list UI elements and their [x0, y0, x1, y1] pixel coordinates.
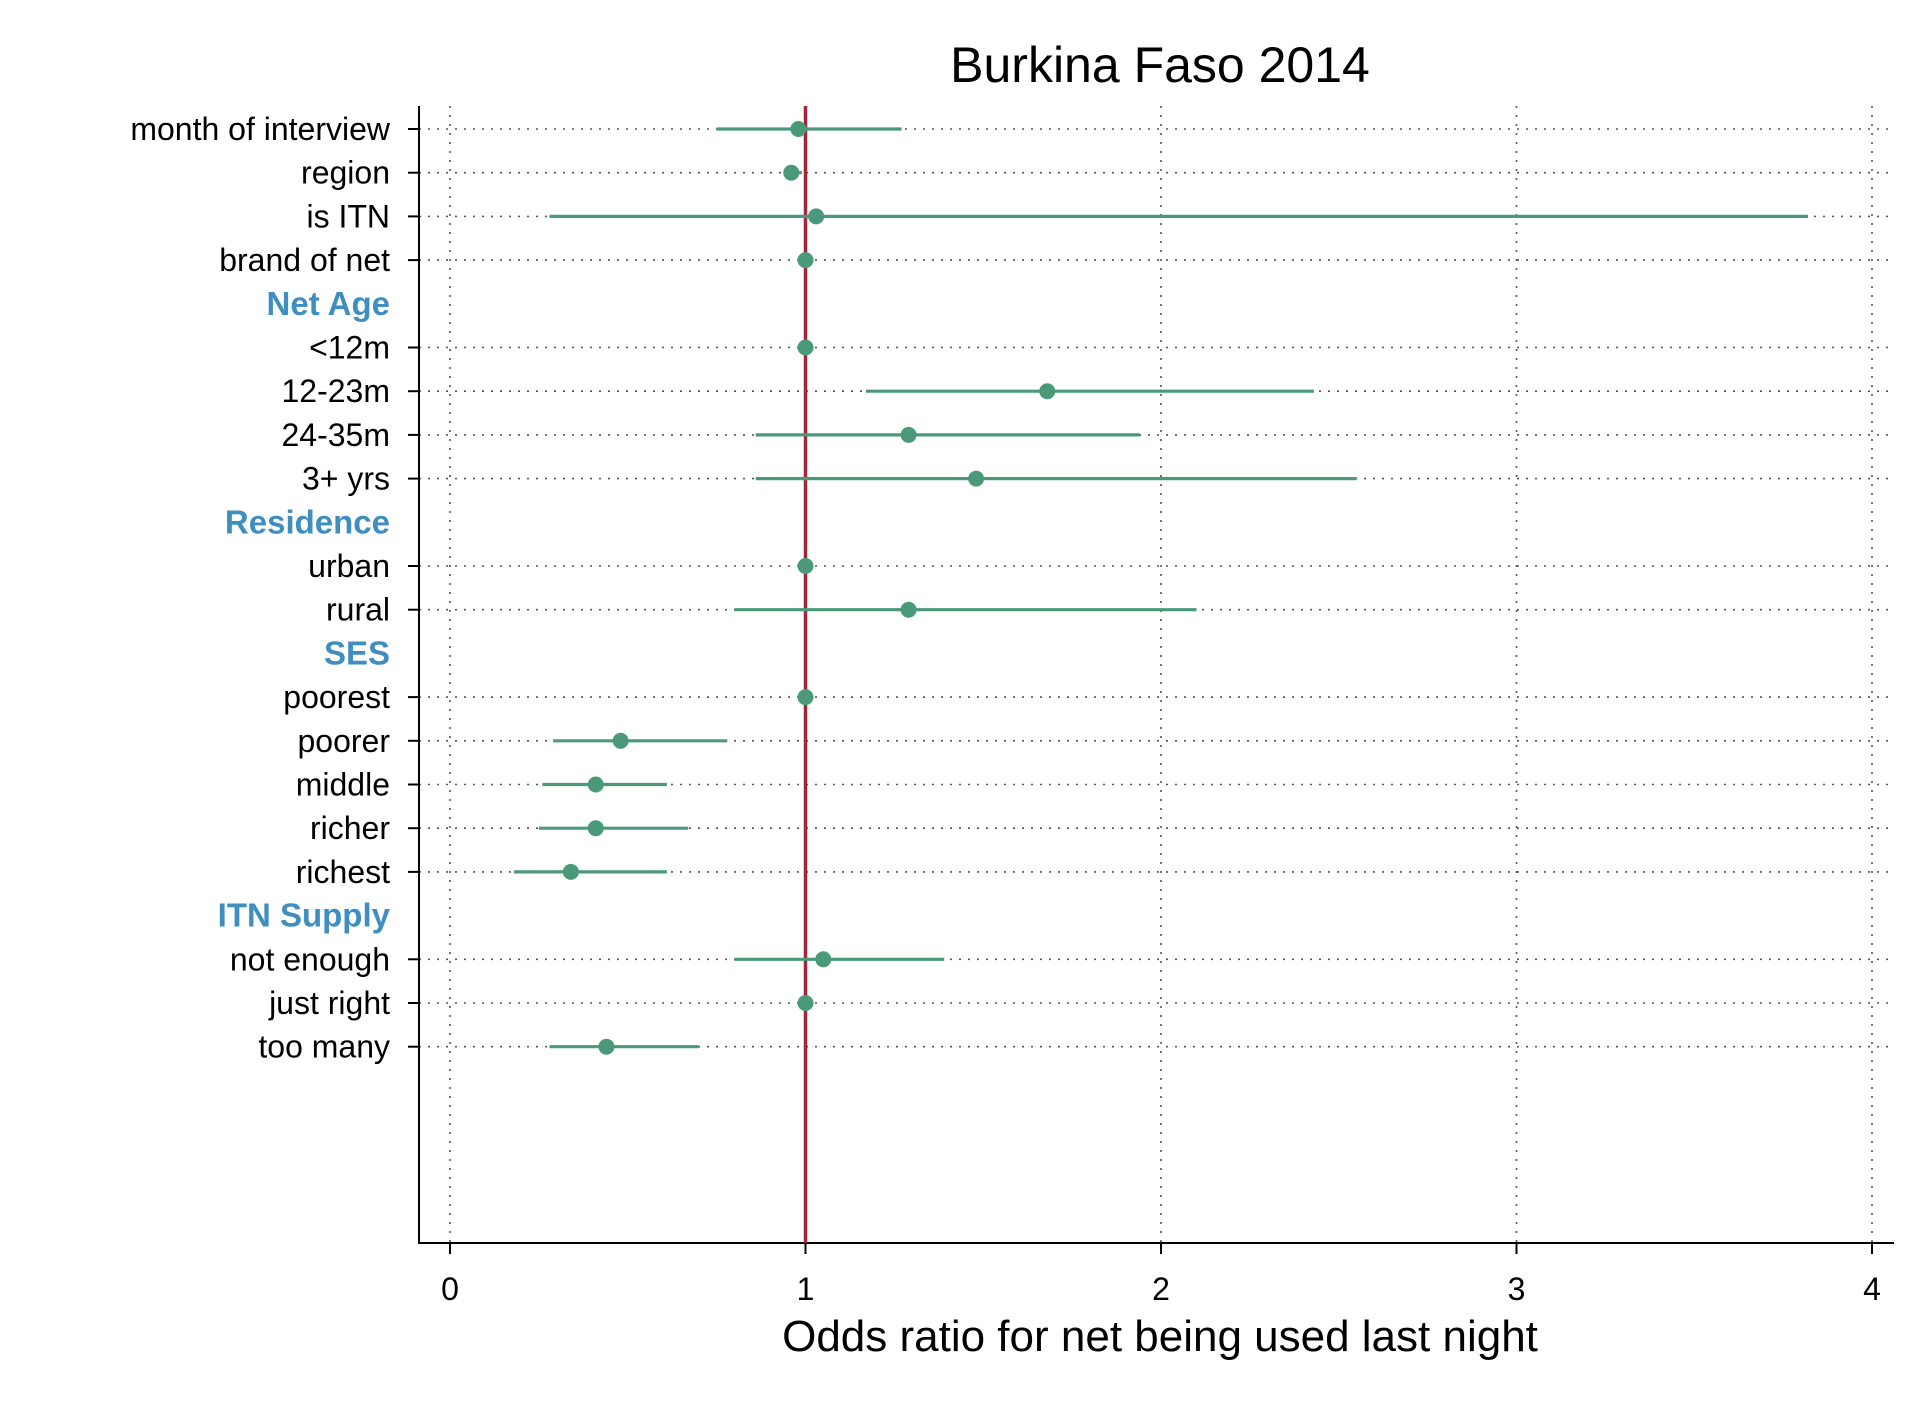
- row-label-month-of-interview: month of interview: [130, 111, 391, 147]
- estimate-point-too-many: [598, 1038, 615, 1055]
- estimate-point-middle: [587, 776, 604, 793]
- x-ticks: 0 1 2 3 4: [441, 1243, 1881, 1307]
- row-label-richest: richest: [296, 854, 390, 890]
- group-label: SES: [324, 634, 390, 671]
- estimate-point-just-right: [797, 995, 814, 1011]
- estimate-point-brand-of-net: [797, 252, 814, 269]
- group-label: Residence: [225, 503, 390, 540]
- row-label-too-many: too many: [258, 1029, 390, 1065]
- group-label: ITN Supply: [218, 897, 391, 934]
- estimate-point-poorer: [612, 732, 629, 749]
- row-label-richer: richer: [310, 810, 390, 846]
- row-label-is-itn: is ITN: [306, 198, 390, 234]
- estimate-point-richest: [562, 863, 579, 880]
- estimate-point-month-of-interview: [790, 121, 807, 137]
- row-label-24-35m: 24-35m: [282, 417, 391, 453]
- x-axis-title: Odds ratio for net being used last night: [782, 1312, 1538, 1361]
- row-label-middle: middle: [296, 767, 390, 803]
- estimate-point-12-23m: [1039, 383, 1056, 400]
- x-tick-label-4: 4: [1863, 1271, 1881, 1307]
- estimate-point-rural: [900, 601, 917, 618]
- grid-layer: [419, 106, 1894, 1243]
- estimate-point-3-yrs: [968, 470, 985, 487]
- estimate-point-richer: [587, 820, 604, 837]
- estimate-point-poorest: [797, 689, 814, 706]
- chart-title: Burkina Faso 2014: [950, 37, 1370, 93]
- row-label-region: region: [301, 155, 390, 191]
- estimate-point-region: [783, 164, 800, 181]
- estimate-point-24-35m: [900, 426, 917, 443]
- row-label-12-23m: 12-23m: [282, 373, 391, 409]
- row-label-poorer: poorer: [298, 723, 391, 759]
- row-labels: month of interview region is ITN brand of n…: [130, 111, 391, 1065]
- x-tick-label-0: 0: [441, 1271, 459, 1307]
- row-label-urban: urban: [308, 548, 390, 584]
- group-label: Net Age: [267, 285, 390, 322]
- estimate-point-urban: [797, 558, 814, 574]
- estimate-point-is-itn: [808, 208, 825, 225]
- x-tick-label-3: 3: [1508, 1271, 1526, 1307]
- estimate-point-not-enough: [815, 951, 832, 968]
- row-label-brand-of-net: brand of net: [219, 242, 390, 278]
- row-label-12m: <12m: [309, 330, 390, 366]
- axes: [408, 106, 1894, 1244]
- estimate-point-12m: [797, 339, 814, 356]
- row-label-3-yrs: 3+ yrs: [302, 461, 390, 497]
- x-tick-label-1: 1: [797, 1271, 815, 1307]
- row-label-just-right: just right: [268, 985, 390, 1021]
- row-label-poorest: poorest: [283, 679, 390, 715]
- x-tick-label-2: 2: [1152, 1271, 1170, 1307]
- marks-layer: [513, 121, 1809, 1055]
- row-label-not-enough: not enough: [230, 941, 390, 977]
- row-label-rural: rural: [326, 592, 390, 628]
